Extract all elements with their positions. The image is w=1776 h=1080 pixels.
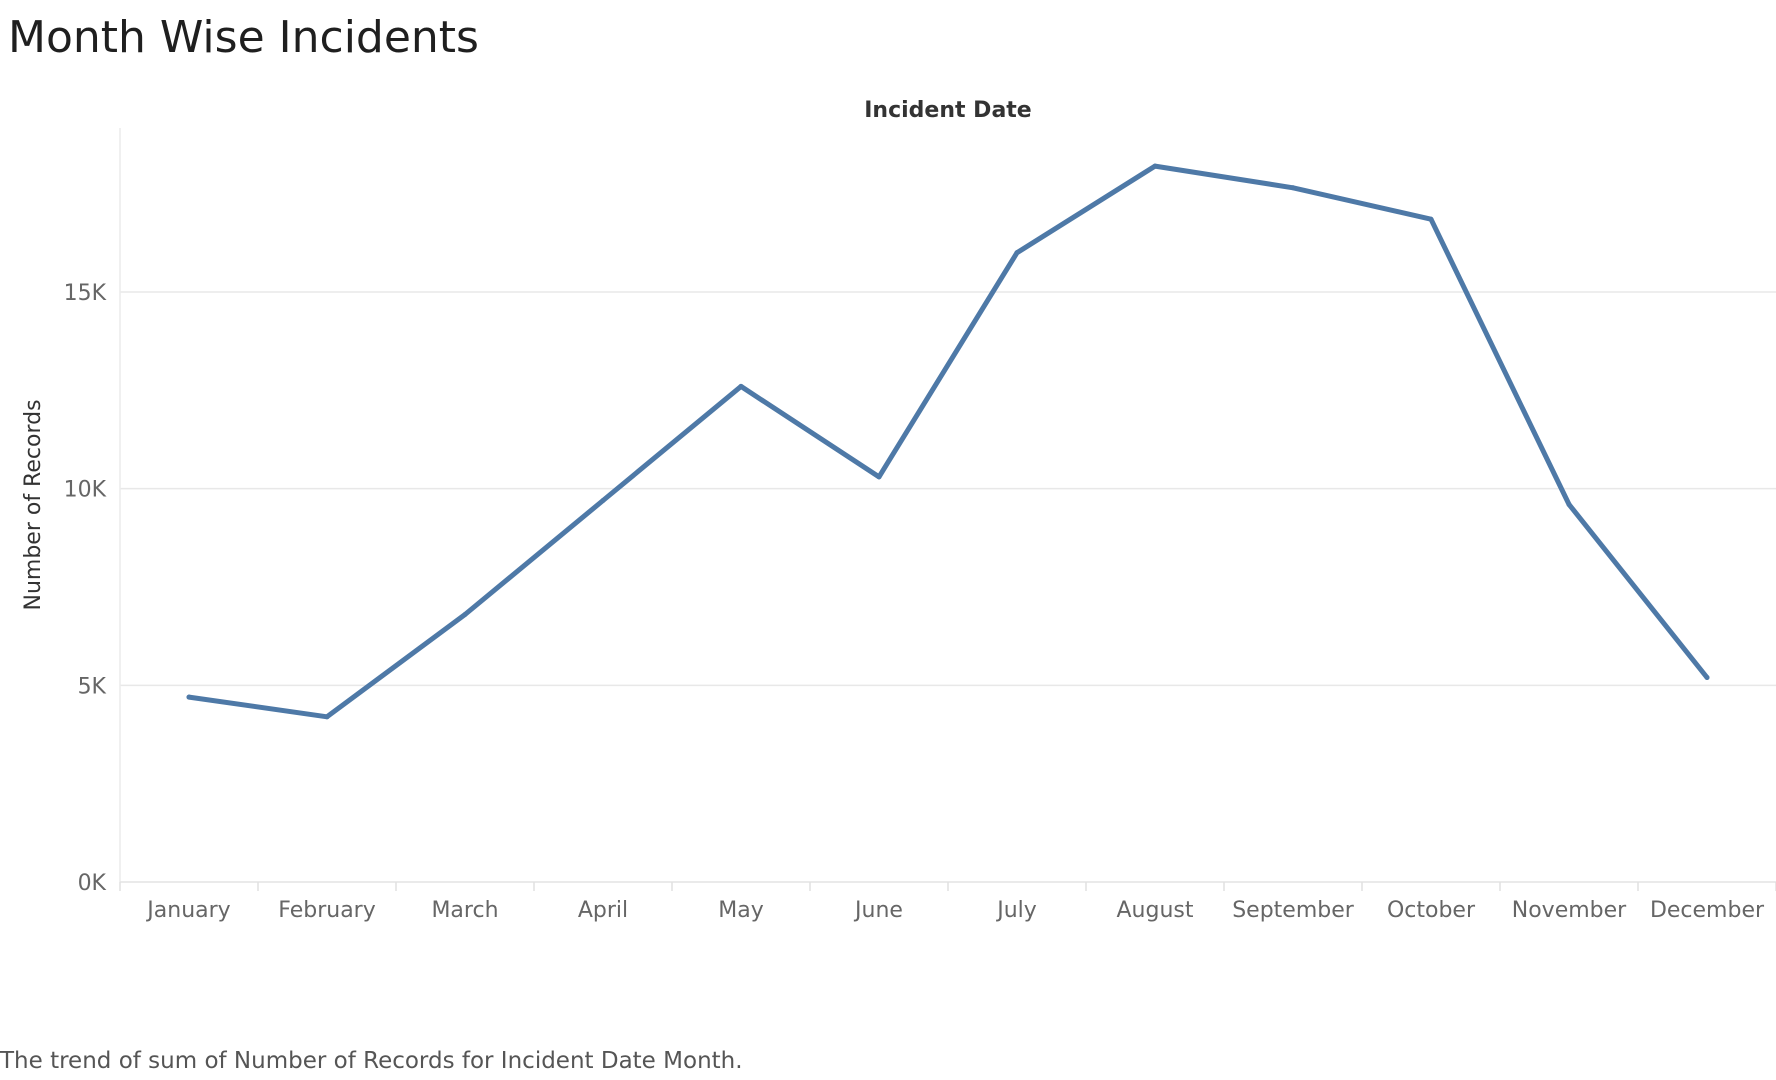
chart-caption: The trend of sum of Number of Records fo… xyxy=(0,1048,743,1074)
data-point xyxy=(1428,216,1434,222)
y-tick-label: 10K xyxy=(64,478,107,503)
gridlines xyxy=(120,291,1776,687)
data-point xyxy=(186,694,192,700)
x-tick-label: February xyxy=(278,898,376,923)
x-tick-label: August xyxy=(1117,898,1194,923)
data-point xyxy=(1014,250,1020,256)
y-axis-title: Number of Records xyxy=(21,399,46,610)
x-tick-label: October xyxy=(1387,898,1476,923)
data-point xyxy=(1704,674,1710,680)
x-tick-label: June xyxy=(853,898,903,923)
data-point xyxy=(1152,163,1158,169)
x-tick-label: November xyxy=(1512,898,1627,923)
x-tick-label: January xyxy=(145,898,230,923)
data-point xyxy=(324,714,330,720)
x-tick-label: April xyxy=(578,898,628,923)
y-tick-label: 0K xyxy=(78,871,107,896)
data-point xyxy=(600,497,606,503)
y-tick-label: 5K xyxy=(78,674,107,699)
y-tick-labels: 0K 5K 10K 15K xyxy=(64,281,107,896)
data-point xyxy=(876,474,882,480)
series-line-0 xyxy=(186,163,1710,720)
axes xyxy=(119,128,1776,891)
x-tick-label: March xyxy=(431,898,498,923)
x-tick-labels: January February March April May June July Augu… xyxy=(145,898,1765,923)
x-tick-label: July xyxy=(995,898,1037,923)
x-tick-label: December xyxy=(1650,898,1765,923)
data-point xyxy=(462,612,468,618)
column-header: Incident Date xyxy=(864,98,1031,123)
series-lines xyxy=(186,163,1710,720)
y-tick-label: 15K xyxy=(64,281,107,306)
chart-title: Month Wise Incidents xyxy=(8,12,479,63)
x-tick-label: May xyxy=(718,898,763,923)
data-point xyxy=(738,383,744,389)
line-chart: Incident Date Number of Records 0K 5K 10K 1… xyxy=(21,98,1776,923)
data-point xyxy=(1566,501,1572,507)
x-tick-label: September xyxy=(1232,898,1355,923)
data-point xyxy=(1290,185,1296,191)
